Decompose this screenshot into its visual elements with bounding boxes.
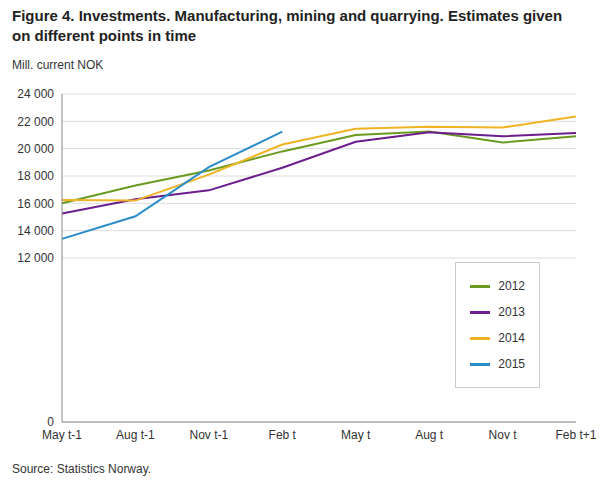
svg-text:20 000: 20 000 [17,142,54,156]
svg-text:Aug t-1: Aug t-1 [116,428,155,442]
html-text:Mill. current NOK: Mill. current NOK [12,58,104,72]
svg-text:18 000: 18 000 [17,169,54,183]
svg-text:Feb t: Feb t [269,428,297,442]
svg-text:Aug t: Aug t [415,428,444,442]
html-text:2015: 2015 [498,357,525,371]
svg-text:May t-1: May t-1 [42,428,82,442]
svg-text:12 000: 12 000 [17,251,54,265]
svg-text:16 000: 16 000 [17,197,54,211]
svg-text:Nov t: Nov t [489,428,518,442]
svg-text:Nov t-1: Nov t-1 [190,428,229,442]
svg-text:Feb t+1: Feb t+1 [555,428,596,442]
svg-text:0: 0 [47,415,54,429]
html-text:2012: 2012 [498,279,525,293]
svg-text:14 000: 14 000 [17,224,54,238]
html-text:2013: 2013 [498,305,525,319]
html-text:Source: Statistics Norway.: Source: Statistics Norway. [12,462,152,476]
html-text:2014: 2014 [498,331,525,345]
svg-text:24 000: 24 000 [17,87,54,101]
html-text:Figure 4. Investments. Manufac: Figure 4. Investments. Manufacturing, mi… [12,7,563,44]
svg-text:22 000: 22 000 [17,115,54,129]
svg-text:May t: May t [341,428,371,442]
